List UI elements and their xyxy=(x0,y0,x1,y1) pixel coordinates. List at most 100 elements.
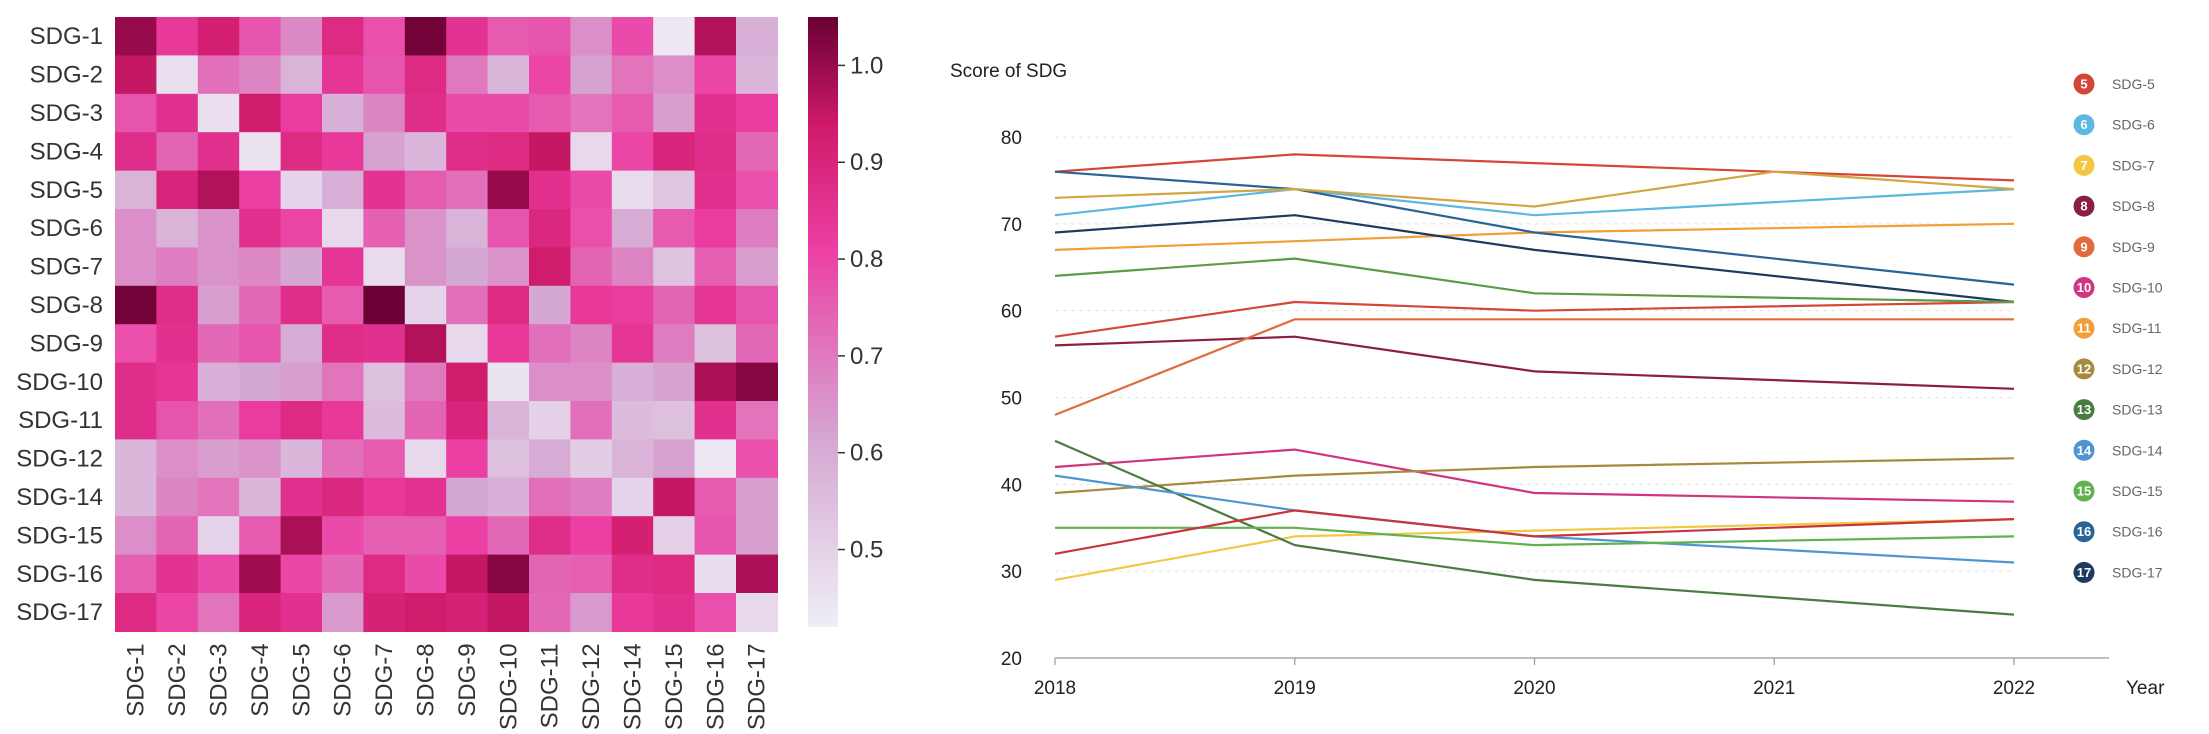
heatmap-cell xyxy=(115,401,157,440)
heatmap-cell xyxy=(694,55,737,95)
heatmap-cell xyxy=(570,593,613,632)
heatmap-cell xyxy=(446,170,489,210)
heatmap-cell xyxy=(487,554,530,594)
heatmap-cell xyxy=(115,285,157,325)
line-series xyxy=(1055,526,2015,547)
colorbar-tick-label: 0.5 xyxy=(850,537,883,564)
heatmap-cell xyxy=(570,93,613,133)
heatmap-cell xyxy=(404,554,447,594)
heatmap-cell xyxy=(115,170,157,210)
heatmap-cell xyxy=(487,516,530,556)
heatmap-cell xyxy=(280,209,323,248)
heatmap-cell xyxy=(363,17,406,56)
legend-item: 15 SDG-15 xyxy=(2073,480,2163,502)
heatmap-cell xyxy=(197,516,240,556)
colorbar-tick-label: 1.0 xyxy=(850,52,883,79)
heatmap-cell xyxy=(115,516,157,556)
heatmap-cell xyxy=(280,401,323,440)
heatmap-cell xyxy=(322,93,364,133)
heatmap-cell xyxy=(570,55,613,95)
heatmap-cell xyxy=(322,593,364,632)
line-series xyxy=(1054,170,2015,286)
heatmap-cell xyxy=(239,401,282,440)
heatmap-cell xyxy=(115,477,157,517)
heatmap-cell xyxy=(197,170,240,210)
heatmap-cell xyxy=(694,401,737,440)
heatmap-cell xyxy=(736,132,778,172)
colorbar-tick-label: 0.9 xyxy=(850,149,883,176)
heatmap-cell xyxy=(156,439,199,479)
legend-badge-number: 6 xyxy=(2080,117,2087,132)
heatmap-cell xyxy=(363,516,406,556)
legend-label: SDG-16 xyxy=(2112,524,2163,540)
heatmap-cell xyxy=(446,324,489,364)
heatmap-cell xyxy=(653,439,696,479)
heatmap-cell xyxy=(736,285,778,325)
heatmap-cell xyxy=(529,439,571,479)
heatmap-cell xyxy=(280,362,323,402)
heatmap-cell xyxy=(611,93,654,133)
heatmap-cell xyxy=(653,554,696,594)
legend-badge-number: 12 xyxy=(2077,361,2091,376)
heatmap-cell xyxy=(197,17,240,56)
heatmap-cell xyxy=(322,170,364,210)
line-y-tick-label: 80 xyxy=(1001,128,1022,149)
line-series xyxy=(1054,509,2015,555)
legend-label: SDG-13 xyxy=(2112,402,2163,418)
heatmap-cell xyxy=(487,285,530,325)
heatmap-cell xyxy=(404,516,447,556)
heatmap-cell xyxy=(611,516,654,556)
heatmap-cell xyxy=(653,93,696,133)
line-y-tick-label: 40 xyxy=(1001,475,1022,496)
heatmap-cell xyxy=(322,516,364,556)
legend-badge-number: 17 xyxy=(2077,565,2091,580)
heatmap-cell xyxy=(694,170,737,210)
heatmap-cell xyxy=(653,516,696,556)
colorbar-gradient xyxy=(808,17,838,627)
line-y-tick-label: 30 xyxy=(1001,562,1022,583)
heatmap-cell xyxy=(197,401,240,440)
heatmap-col-label: SDG-15 xyxy=(661,643,688,730)
heatmap-col-label: SDG-12 xyxy=(578,643,605,730)
heatmap-row-label: SDG-4 xyxy=(30,138,103,165)
heatmap-cell xyxy=(404,247,447,287)
heatmap-cell xyxy=(156,554,199,594)
heatmap-cell xyxy=(322,285,364,325)
heatmap-cell xyxy=(322,132,364,172)
legend-label: SDG-14 xyxy=(2112,442,2163,458)
heatmap-col-label: SDG-11 xyxy=(537,643,564,728)
heatmap-cell xyxy=(197,55,240,95)
line-y-tick-label: 60 xyxy=(1001,302,1022,323)
heatmap-cell xyxy=(363,209,406,248)
legend-badge xyxy=(2073,399,2095,421)
heatmap-cell xyxy=(653,324,696,364)
heatmap-cell xyxy=(280,170,323,210)
heatmap-cell xyxy=(239,554,282,594)
heatmap-cell xyxy=(570,209,613,248)
heatmap-cell xyxy=(653,477,696,517)
line-series xyxy=(1054,214,2015,304)
heatmap-cell xyxy=(197,439,240,479)
heatmap-row-label: SDG-3 xyxy=(30,100,103,127)
heatmap-cell xyxy=(115,17,157,56)
heatmap-cell xyxy=(653,285,696,325)
heatmap-cell xyxy=(736,170,778,210)
heatmap-cell xyxy=(694,324,737,364)
heatmap-cell xyxy=(363,55,406,95)
heatmap-cell xyxy=(529,554,571,594)
heatmap-cell xyxy=(280,516,323,556)
heatmap-cell xyxy=(156,55,199,95)
heatmap-cell xyxy=(115,439,157,479)
heatmap-cell xyxy=(653,17,696,56)
legend-item: 6 SDG-6 xyxy=(2073,114,2155,136)
legend-label: SDG-9 xyxy=(2112,239,2155,255)
legend-badge xyxy=(2073,521,2095,543)
heatmap-cell xyxy=(529,593,571,632)
heatmap-row-label: SDG-6 xyxy=(30,215,103,242)
heatmap-cell xyxy=(694,247,737,287)
line-y-tick-label: 20 xyxy=(1001,649,1022,670)
heatmap-cell xyxy=(653,170,696,210)
legend-item: 12 SDG-12 xyxy=(2073,358,2163,380)
heatmap-cell xyxy=(446,17,489,56)
heatmap-cell xyxy=(570,324,613,364)
